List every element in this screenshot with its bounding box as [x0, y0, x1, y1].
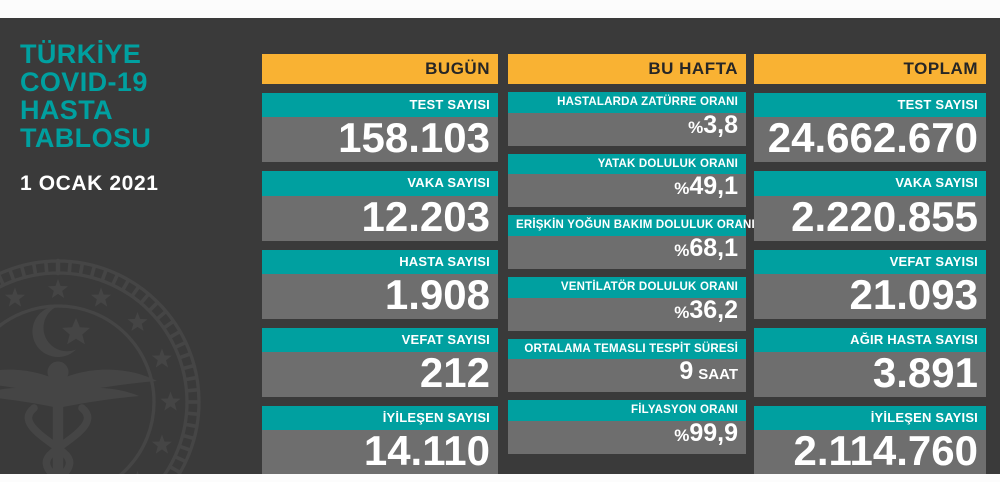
report-date: 1 OCAK 2021	[20, 172, 159, 196]
page-title-panel: TÜRKİYE COVID-19 HASTA TABLOSU 1 OCAK 20…	[20, 40, 250, 196]
percent-sign: %	[674, 240, 690, 260]
percent-sign: %	[674, 302, 690, 322]
percent-sign: %	[674, 425, 690, 445]
stat-label: VEFAT SAYISI	[262, 327, 498, 353]
stat-label: HASTALARDA ZATÜRRE ORANI	[508, 92, 746, 113]
column-header-toplam: TOPLAM	[754, 54, 986, 84]
column-header-bu-hafta: BU HAFTA	[508, 54, 746, 84]
stat-toplam-vaka-sayisi: VAKA SAYISI 2.220.855	[754, 171, 986, 241]
stat-value: 12.203	[262, 195, 498, 241]
stat-label: YATAK DOLULUK ORANI	[508, 153, 746, 175]
stat-number: 3,8	[703, 110, 738, 139]
stat-label: İYİLEŞEN SAYISI	[262, 406, 498, 431]
stat-hafta-ortalama-temasli-tespit-suresi: ORTALAMA TEMASLI TESPİT SÜRESİ 9 SAAT	[508, 338, 746, 393]
stat-value: % 49,1	[508, 172, 746, 208]
stat-value: 14.110	[262, 430, 498, 474]
stat-hafta-filyasyon-orani: FİLYASYON ORANI % 99,9	[508, 400, 746, 454]
stat-label: VAKA SAYISI	[262, 171, 498, 196]
stat-toplam-iyilesen-sayisi: İYİLEŞEN SAYISI 2.114.760	[754, 406, 986, 474]
stat-toplam-agir-hasta-sayisi: AĞIR HASTA SAYISI 3.891	[754, 327, 986, 398]
title-line-3: HASTA	[20, 95, 113, 126]
stat-label: AĞIR HASTA SAYISI	[754, 327, 986, 353]
column-bugun: BUGÜN TEST SAYISI 158.103 VAKA SAYISI 12…	[262, 54, 498, 474]
stat-label: ERİŞKİN YOĞUN BAKIM DOLULUK ORANI	[508, 215, 755, 236]
title-line-1: TÜRKİYE	[20, 39, 142, 69]
percent-sign: %	[674, 179, 690, 199]
stat-label: VEFAT SAYISI	[754, 249, 986, 274]
stat-value: 2.220.855	[754, 195, 986, 241]
stat-label: FİLYASYON ORANI	[508, 400, 746, 421]
stat-label: ORTALAMA TEMASLI TESPİT SÜRESİ	[508, 338, 746, 360]
stat-bugun-test-sayisi: TEST SAYISI 158.103	[262, 93, 498, 163]
stat-unit: SAAT	[698, 366, 738, 384]
stat-toplam-test-sayisi: TEST SAYISI 24.662.670	[754, 93, 986, 163]
stat-hafta-ventilator-doluluk-orani: VENTİLATÖR DOLULUK ORANI % 36,2	[508, 276, 746, 331]
title-line-4: TABLOSU	[20, 123, 152, 154]
title-line-2: COVID-19	[20, 67, 148, 98]
stat-value: 21.093	[754, 273, 986, 319]
column-bu-hafta: BU HAFTA HASTALARDA ZATÜRRE ORANI % 3,8 Y…	[508, 54, 755, 454]
stat-bugun-vaka-sayisi: VAKA SAYISI 12.203	[262, 171, 498, 241]
stat-bugun-hasta-sayisi: HASTA SAYISI 1.908	[262, 249, 498, 319]
stat-hafta-zaturre-orani: HASTALARDA ZATÜRRE ORANI % 3,8	[508, 92, 746, 146]
stat-value: 9 SAAT	[508, 357, 746, 393]
stat-value: 3.891	[754, 352, 986, 398]
covid-dashboard-board: TÜRKİYE COVID-19 HASTA TABLOSU 1 OCAK 20…	[0, 18, 1000, 474]
stat-number: 9	[679, 357, 694, 386]
turkish-ministry-of-health-emblem-icon	[0, 258, 201, 474]
stat-value: 158.103	[262, 117, 498, 163]
stat-label: TEST SAYISI	[262, 93, 498, 118]
stat-value: % 99,9	[508, 418, 746, 454]
stat-number: 36,2	[689, 295, 738, 324]
stat-label: HASTA SAYISI	[262, 249, 498, 274]
stat-value: % 36,2	[508, 295, 746, 331]
stat-number: 49,1	[689, 172, 738, 201]
stat-label: VAKA SAYISI	[754, 171, 986, 196]
stat-hafta-eriskin-yogun-bakim-doluluk-orani: ERİŞKİN YOĞUN BAKIM DOLULUK ORANI % 68,1	[508, 215, 755, 269]
stat-value: 1.908	[262, 273, 498, 319]
stat-label: İYİLEŞEN SAYISI	[754, 406, 986, 431]
column-header-bugun: BUGÜN	[262, 54, 498, 84]
top-white-margin	[0, 0, 1000, 18]
stat-label: VENTİLATÖR DOLULUK ORANI	[508, 276, 746, 298]
percent-sign: %	[688, 117, 704, 137]
stat-value: 2.114.760	[754, 430, 986, 474]
stat-value: 24.662.670	[754, 117, 986, 163]
bottom-white-margin	[0, 474, 1000, 482]
stat-label: TEST SAYISI	[754, 93, 986, 118]
stat-toplam-vefat-sayisi: VEFAT SAYISI 21.093	[754, 249, 986, 319]
stat-bugun-iyilesen-sayisi: İYİLEŞEN SAYISI 14.110	[262, 406, 498, 474]
stat-value: % 3,8	[508, 110, 746, 146]
stat-number: 68,1	[689, 233, 738, 262]
stat-value: % 68,1	[508, 233, 746, 269]
stat-number: 99,9	[689, 418, 738, 447]
stat-hafta-yatak-doluluk-orani: YATAK DOLULUK ORANI % 49,1	[508, 153, 746, 208]
stat-value: 212	[262, 352, 498, 398]
stat-bugun-vefat-sayisi: VEFAT SAYISI 212	[262, 327, 498, 398]
column-toplam: TOPLAM TEST SAYISI 24.662.670 VAKA SAYIS…	[754, 54, 986, 474]
